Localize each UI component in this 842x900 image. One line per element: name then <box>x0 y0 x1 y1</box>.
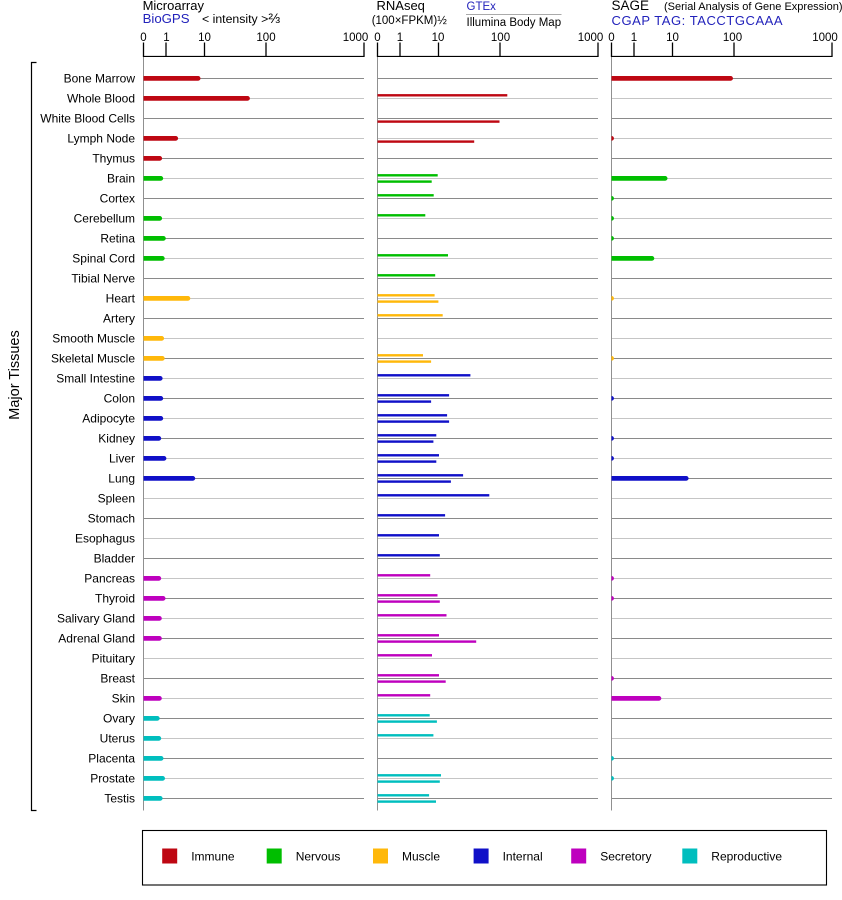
svg-text:Brain: Brain <box>107 172 135 186</box>
svg-text:1: 1 <box>631 32 637 44</box>
svg-text:Pancreas: Pancreas <box>84 572 135 586</box>
svg-text:Illumina Body Map: Illumina Body Map <box>467 17 562 29</box>
svg-text:Tibial Nerve: Tibial Nerve <box>71 272 135 286</box>
svg-text:Bladder: Bladder <box>94 552 135 566</box>
svg-text:GTEx: GTEx <box>467 1 497 13</box>
svg-text:Colon: Colon <box>104 392 135 406</box>
svg-text:10: 10 <box>666 32 679 44</box>
svg-text:Reproductive: Reproductive <box>711 850 782 864</box>
svg-text:CGAP TAG: TACCTGCAAA: CGAP TAG: TACCTGCAAA <box>612 13 784 28</box>
svg-text:Esophagus: Esophagus <box>75 532 135 546</box>
svg-text:White Blood Cells: White Blood Cells <box>40 112 135 126</box>
svg-text:Pituitary: Pituitary <box>92 652 135 666</box>
svg-text:Breast: Breast <box>100 672 135 686</box>
svg-text:Immune: Immune <box>191 850 235 864</box>
svg-text:100: 100 <box>256 32 275 44</box>
svg-text:Uterus: Uterus <box>100 732 135 746</box>
svg-text:(Serial Analysis of Gene Expre: (Serial Analysis of Gene Expression) <box>664 1 842 13</box>
svg-text:Spleen: Spleen <box>98 492 135 506</box>
svg-text:Artery: Artery <box>103 312 135 326</box>
svg-text:Cerebellum: Cerebellum <box>74 212 135 226</box>
svg-text:Lung: Lung <box>108 472 135 486</box>
svg-text:Nervous: Nervous <box>296 850 341 864</box>
svg-text:Spinal Cord: Spinal Cord <box>72 252 135 266</box>
svg-text:Ovary: Ovary <box>103 712 135 726</box>
svg-text:Muscle: Muscle <box>402 850 440 864</box>
svg-text:Secretory: Secretory <box>600 850 651 864</box>
svg-text:0: 0 <box>140 32 146 44</box>
svg-text:0: 0 <box>608 32 614 44</box>
svg-text:Prostate: Prostate <box>90 772 135 786</box>
svg-text:Smooth Muscle: Smooth Muscle <box>52 332 135 346</box>
svg-text:RNAseq: RNAseq <box>377 0 425 13</box>
svg-text:(100×FPKM)½: (100×FPKM)½ <box>372 15 448 27</box>
svg-text:< intensity >⅔: < intensity >⅔ <box>202 10 280 26</box>
svg-text:10: 10 <box>432 32 445 44</box>
svg-text:10: 10 <box>198 32 211 44</box>
svg-text:Lymph Node: Lymph Node <box>67 132 135 146</box>
svg-text:Whole Blood: Whole Blood <box>67 92 135 106</box>
svg-text:Adrenal Gland: Adrenal Gland <box>58 632 135 646</box>
svg-text:1000: 1000 <box>578 32 604 44</box>
svg-text:Thymus: Thymus <box>92 152 135 166</box>
svg-text:Bone Marrow: Bone Marrow <box>64 72 136 86</box>
svg-text:Liver: Liver <box>109 452 135 466</box>
svg-text:1000: 1000 <box>343 32 369 44</box>
svg-text:1: 1 <box>163 32 169 44</box>
svg-text:Stomach: Stomach <box>88 512 135 526</box>
svg-text:Small Intestine: Small Intestine <box>56 372 135 386</box>
svg-text:1000: 1000 <box>812 32 838 44</box>
svg-text:Retina: Retina <box>100 232 135 246</box>
svg-text:Placenta: Placenta <box>88 752 135 766</box>
svg-text:Thyroid: Thyroid <box>95 592 135 606</box>
svg-text:BioGPS: BioGPS <box>143 11 190 26</box>
svg-text:Microarray: Microarray <box>143 0 205 13</box>
svg-text:Kidney: Kidney <box>98 432 135 446</box>
svg-text:100: 100 <box>723 32 742 44</box>
svg-text:0: 0 <box>374 32 380 44</box>
svg-text:Skeletal Muscle: Skeletal Muscle <box>51 352 135 366</box>
svg-text:Internal: Internal <box>503 850 543 864</box>
svg-text:Adipocyte: Adipocyte <box>82 412 135 426</box>
svg-text:Salivary Gland: Salivary Gland <box>57 612 135 626</box>
svg-text:Skin: Skin <box>112 692 135 706</box>
svg-text:Cortex: Cortex <box>100 192 135 206</box>
svg-text:Major Tissues: Major Tissues <box>7 330 23 419</box>
svg-text:Testis: Testis <box>104 792 135 806</box>
svg-text:100: 100 <box>491 32 510 44</box>
svg-text:1: 1 <box>397 32 403 44</box>
svg-text:SAGE: SAGE <box>612 0 650 13</box>
svg-text:Heart: Heart <box>106 292 136 306</box>
